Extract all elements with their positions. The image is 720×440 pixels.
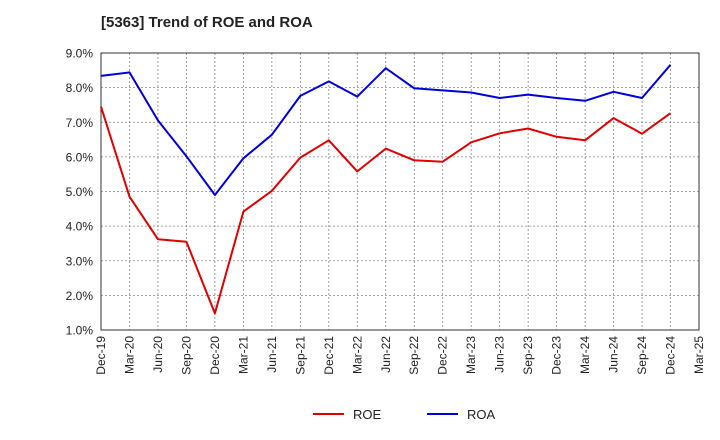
- series-lines: [100, 64, 672, 315]
- grid-lines: [101, 53, 699, 330]
- y-tick-label: 4.0%: [66, 220, 94, 234]
- x-tick-label: Dec-23: [550, 336, 564, 375]
- x-tick-label: Dec-20: [208, 336, 222, 375]
- y-tick-label: 8.0%: [66, 81, 94, 95]
- x-tick-label: Sep-20: [179, 336, 193, 375]
- x-tick-label: Dec-22: [436, 336, 450, 375]
- y-tick-label: 5.0%: [66, 185, 94, 199]
- x-tick-label: Dec-19: [94, 336, 108, 375]
- x-tick-label: Sep-22: [407, 336, 421, 375]
- series-line-roe: [100, 106, 672, 315]
- x-tick-label: Dec-24: [664, 336, 678, 375]
- series-line-roa: [100, 64, 672, 196]
- x-tick-label: Dec-21: [322, 336, 336, 375]
- x-tick-label: Sep-23: [521, 336, 535, 375]
- x-tick-label: Mar-22: [350, 336, 364, 374]
- y-tick-label: 6.0%: [66, 150, 94, 164]
- y-tick-label: 7.0%: [66, 116, 94, 130]
- x-axis: Dec-19 Mar-20 Jun-20 Sep-20 Dec-20 Mar-21 Jun-…: [94, 336, 706, 375]
- y-tick-label: 9.0%: [66, 47, 94, 61]
- y-tick-label: 1.0%: [66, 324, 94, 338]
- x-tick-label: Jun-24: [607, 336, 621, 373]
- x-tick-label: Sep-24: [635, 336, 649, 375]
- y-tick-label: 2.0%: [66, 289, 94, 303]
- y-axis: 1.0% 2.0% 3.0% 4.0% 5.0% 6.0% 7.0% 8.0% 9.0%: [66, 47, 94, 338]
- x-tick-label: Mar-25: [692, 336, 706, 374]
- x-tick-label: Sep-21: [293, 336, 307, 375]
- x-tick-label: Jun-21: [265, 336, 279, 373]
- legend: ROE ROA: [313, 407, 496, 422]
- x-tick-label: Mar-21: [236, 336, 250, 374]
- plot-area: [100, 52, 700, 331]
- legend-label-roa: ROA: [467, 407, 496, 422]
- x-tick-label: Mar-23: [464, 336, 478, 374]
- legend-label-roe: ROE: [353, 407, 382, 422]
- x-tick-label: Jun-20: [151, 336, 165, 373]
- x-tick-label: Mar-24: [578, 336, 592, 374]
- x-tick-label: Mar-20: [122, 336, 136, 374]
- chart-title: [5363] Trend of ROE and ROA: [101, 14, 313, 31]
- x-tick-label: Jun-23: [493, 336, 507, 373]
- x-tick-label: Jun-22: [379, 336, 393, 373]
- y-tick-label: 3.0%: [66, 254, 94, 268]
